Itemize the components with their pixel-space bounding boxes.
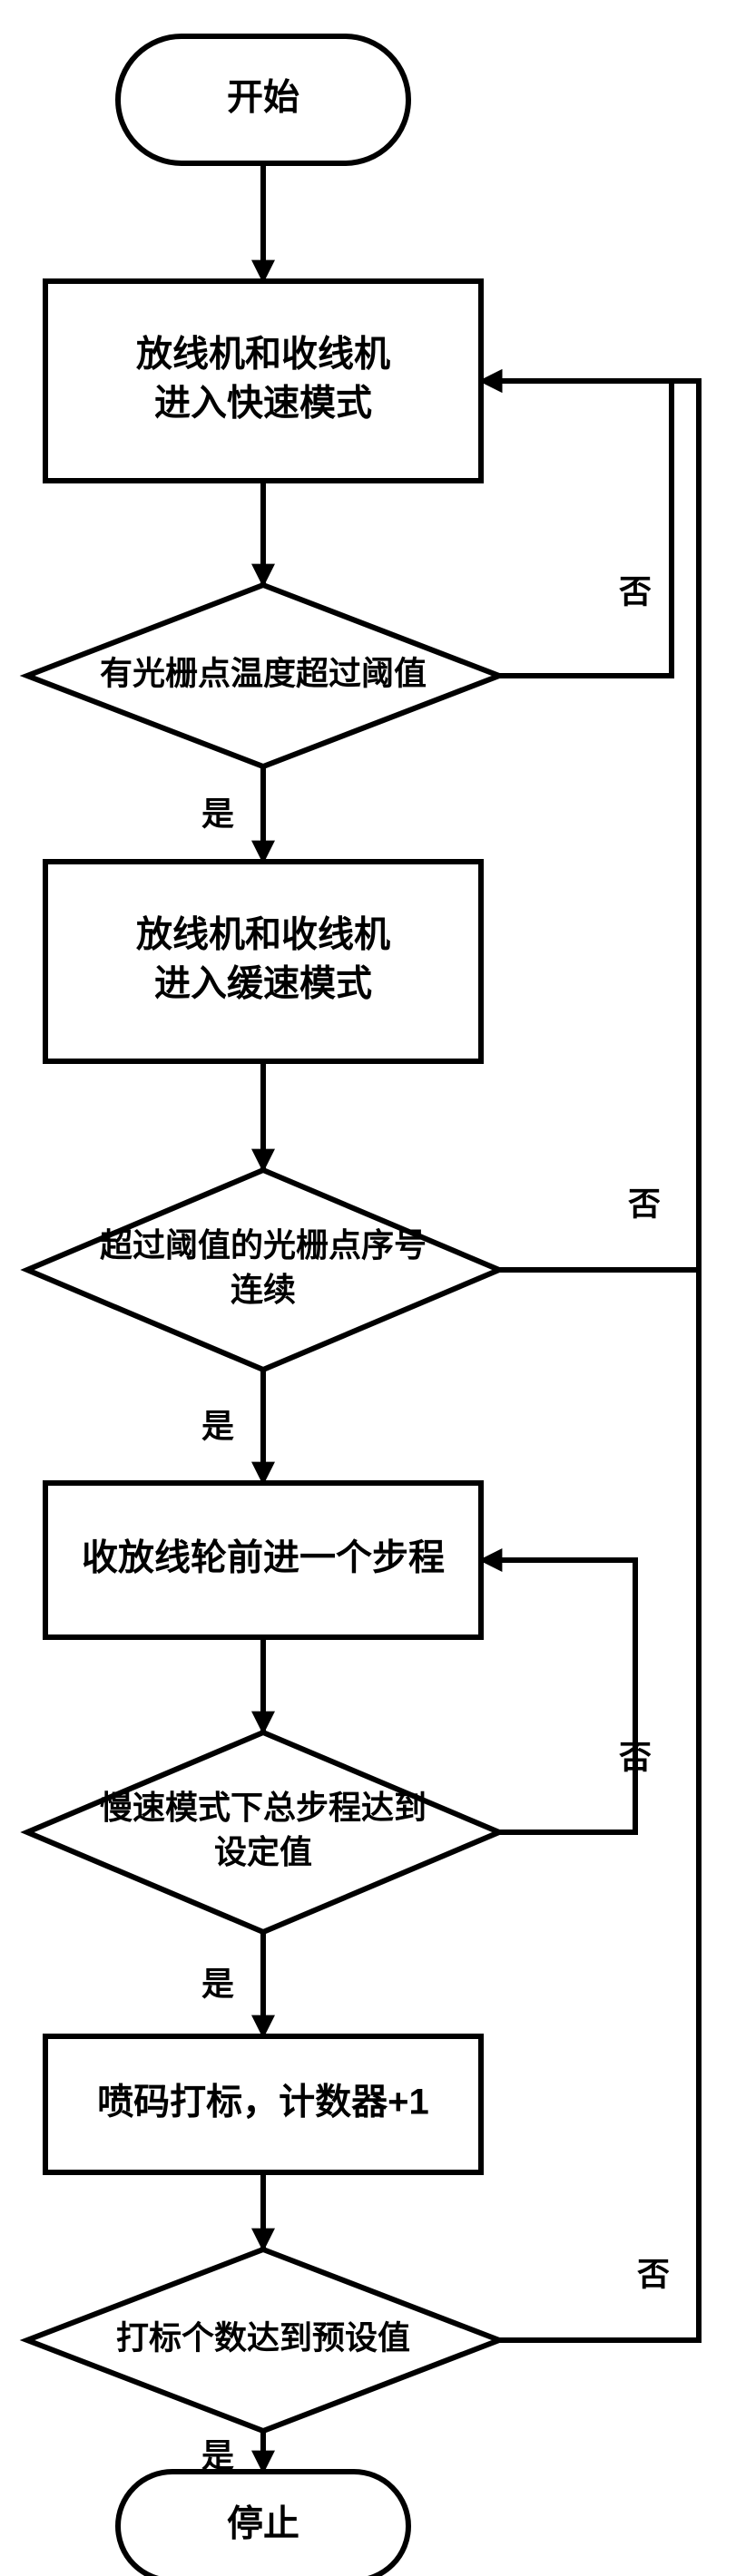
edge-label-d4-fast: 否 <box>637 2256 670 2293</box>
node-stop: 停止 <box>118 2472 408 2576</box>
node-d3-text: 慢速模式下总步程达到 <box>100 1789 427 1826</box>
node-step: 收放线轮前进一个步程 <box>45 1483 481 1637</box>
node-d2: 超过阈值的光栅点序号连续 <box>27 1170 499 1370</box>
node-mark-text: 喷码打标，计数器+1 <box>97 2083 429 2122</box>
node-fast-text: 放线机和收线机 <box>136 335 390 375</box>
node-slow-text: 放线机和收线机 <box>136 915 390 955</box>
edge-label-d4-stop: 是 <box>201 2437 234 2474</box>
node-d1-text: 有光栅点温度超过阈值 <box>100 655 427 692</box>
node-start-text: 开始 <box>227 78 299 118</box>
node-fast-text: 进入快速模式 <box>154 384 372 424</box>
node-d3-text: 设定值 <box>214 1833 312 1870</box>
edge-d2-fast <box>481 381 699 1270</box>
node-slow: 放线机和收线机进入缓速模式 <box>45 862 481 1061</box>
node-d2-text: 超过阈值的光栅点序号 <box>100 1226 427 1264</box>
node-slow-text: 进入缓速模式 <box>154 964 372 1004</box>
node-start: 开始 <box>118 36 408 163</box>
node-d4-text: 打标个数达到预设值 <box>116 2319 410 2356</box>
edge-label-d1-slow: 是 <box>201 795 234 833</box>
edge-label-d2-fast: 否 <box>628 1186 661 1223</box>
node-stop-text: 停止 <box>227 2504 299 2544</box>
node-mark: 喷码打标，计数器+1 <box>45 2036 481 2172</box>
node-d2-text: 连续 <box>231 1271 296 1308</box>
edge-label-d1-fast: 否 <box>619 573 652 610</box>
node-step-text: 收放线轮前进一个步程 <box>82 1538 445 1578</box>
edge-label-d3-step: 否 <box>619 1739 652 1776</box>
edge-d1-fast <box>481 381 672 676</box>
edge-label-d2-step: 是 <box>201 1408 234 1445</box>
node-d4: 打标个数达到预设值 <box>27 2249 499 2431</box>
node-d1: 有光栅点温度超过阈值 <box>27 585 499 766</box>
edge-label-d3-mark: 是 <box>201 1966 234 2003</box>
node-fast: 放线机和收线机进入快速模式 <box>45 281 481 481</box>
node-d3: 慢速模式下总步程达到设定值 <box>27 1732 499 1932</box>
edge-d3-step <box>481 1560 635 1832</box>
